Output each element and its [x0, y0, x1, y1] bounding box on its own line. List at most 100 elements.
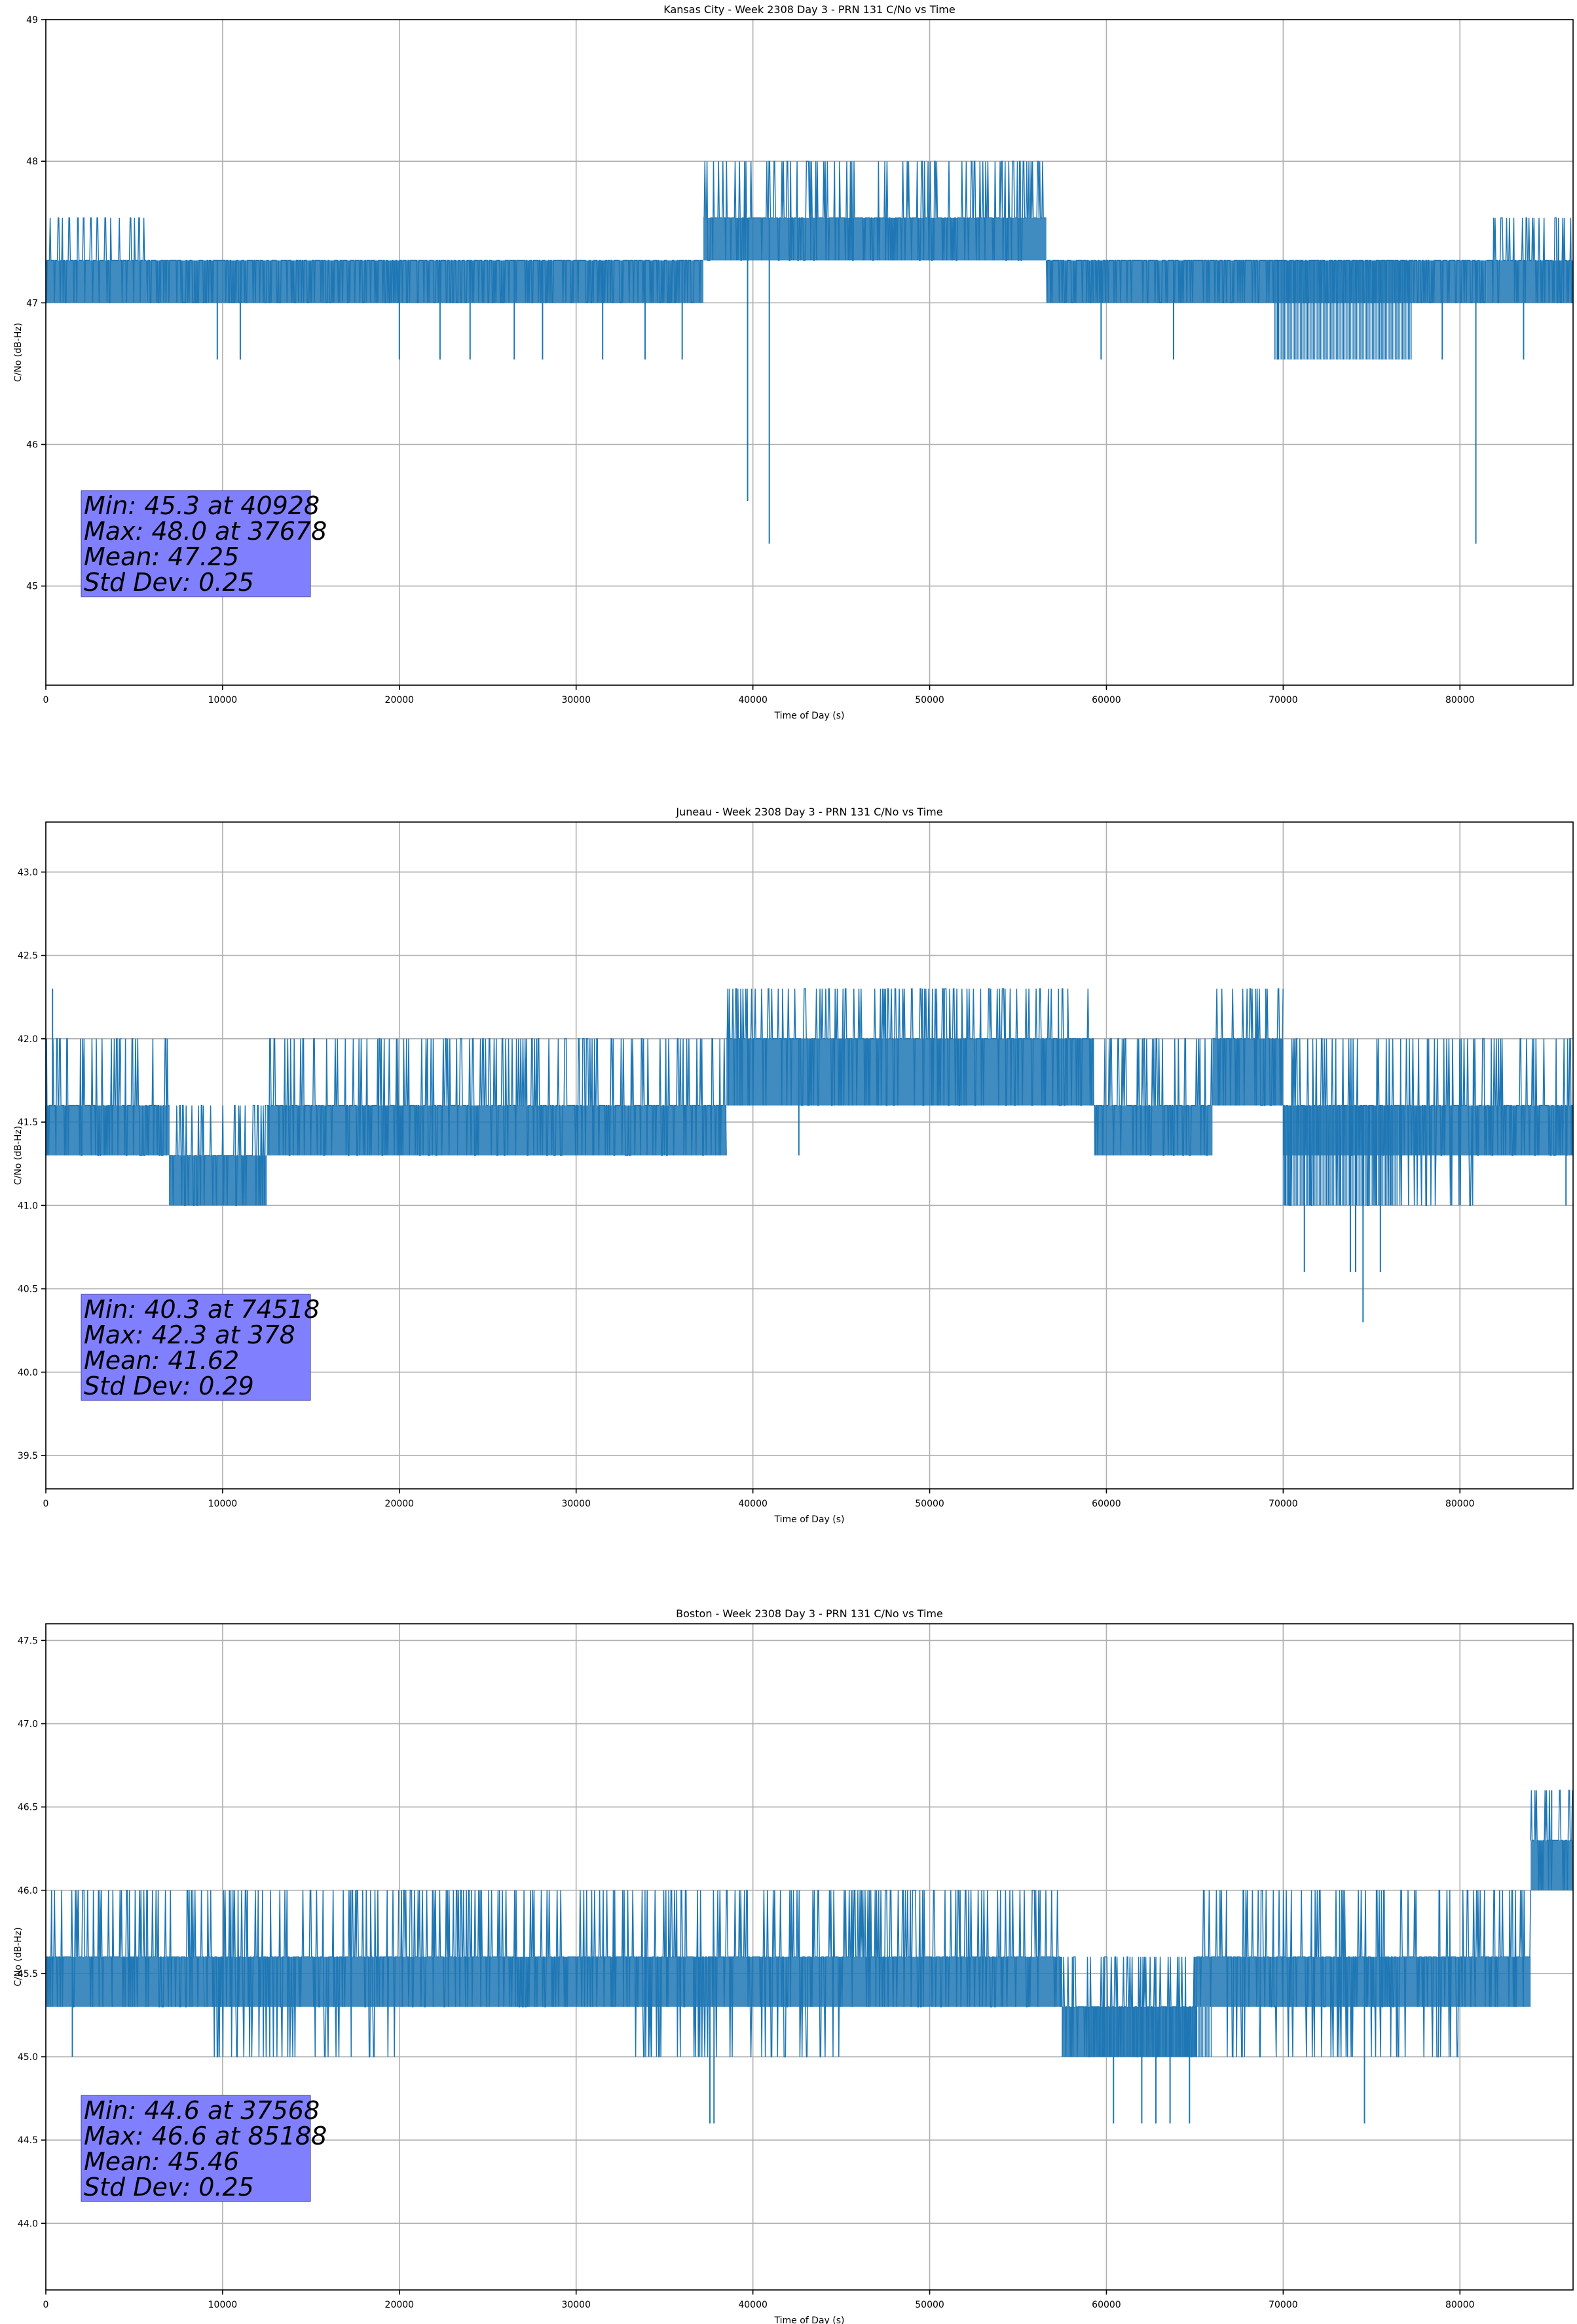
- cno-series-line: [45, 988, 1573, 1322]
- y-tick-label: 45: [26, 582, 38, 592]
- x-tick-label: 30000: [561, 2300, 591, 2310]
- y-tick-label: 41.0: [18, 1201, 38, 1211]
- y-tick-label: 47.0: [18, 1719, 38, 1730]
- cno-trace-segment: [881, 160, 1047, 261]
- cno-core-band: [267, 1105, 456, 1155]
- y-tick-label: 49: [26, 15, 38, 26]
- stats-std: Std Dev: 0.25: [84, 2173, 254, 2202]
- cno-core-band: [46, 1957, 205, 2007]
- x-tick-label: 20000: [385, 1499, 415, 1509]
- y-tick-label: 48: [26, 157, 38, 167]
- y-tick-label: 46: [26, 440, 38, 451]
- x-axis-label: Time of Day (s): [774, 2315, 845, 2324]
- cno-core-band: [1486, 260, 1573, 303]
- cno-core-band: [1460, 1957, 1531, 2007]
- cno-core-band: [169, 1155, 267, 1206]
- x-tick-label: 60000: [1092, 1499, 1121, 1509]
- cno-trace-segment: [1530, 1790, 1573, 1890]
- y-tick-label: 46.5: [18, 1803, 38, 1813]
- stats-box-background: [81, 1294, 311, 1401]
- x-tick-label: 10000: [208, 695, 238, 705]
- stats-box-background: [81, 490, 311, 597]
- cno-core-band: [1046, 260, 1487, 303]
- cno-core-band: [1094, 1105, 1213, 1155]
- x-tick-label: 0: [43, 695, 49, 705]
- cno-core-band: [456, 1105, 594, 1155]
- axes-frame: [45, 1623, 1574, 2291]
- chart-title: Boston - Week 2308 Day 3 - PRN 131 C/No …: [676, 1607, 943, 1620]
- cno-trace-segment: [703, 160, 881, 261]
- y-tick-label: 40.5: [18, 1284, 38, 1295]
- stats-mean: Mean: 45.46: [84, 2147, 239, 2176]
- y-tick-label: 40.0: [18, 1368, 38, 1378]
- x-tick-label: 40000: [738, 1499, 768, 1509]
- y-tick-label: 42.0: [18, 1034, 38, 1045]
- y-tick-label: 42.5: [18, 951, 38, 962]
- x-tick-label: 70000: [1269, 2300, 1298, 2310]
- x-tick-label: 60000: [1092, 2300, 1121, 2310]
- x-tick-label: 20000: [385, 695, 415, 705]
- cno-core-band: [1531, 1840, 1573, 1890]
- chart-panel-3: 0 10000 20000 30000 40000 50000 60000 70000 8000…: [13, 1607, 1574, 2324]
- x-tick-label: 40000: [738, 695, 768, 705]
- cno-core-band: [593, 1105, 727, 1155]
- cno-core-band: [703, 217, 882, 261]
- x-tick-label: 80000: [1445, 2300, 1475, 2310]
- cno-core-band: [46, 260, 147, 303]
- y-tick-label: 44.5: [18, 2135, 38, 2146]
- stats-box-background: [81, 2095, 311, 2202]
- y-axis-label: C/No (dB-Hz): [13, 1126, 24, 1185]
- cno-dense-low-region: [1274, 260, 1412, 360]
- cno-core-band: [122, 1105, 170, 1155]
- chart-title: Juneau - Week 2308 Day 3 - PRN 131 C/No …: [675, 806, 942, 818]
- x-axis-label: Time of Day (s): [774, 1514, 845, 1525]
- cno-core-band: [1477, 1105, 1573, 1155]
- cno-series-line: [46, 1790, 1573, 2124]
- chart-panel-2: 0 10000 20000 30000 40000 50000 60000 70000 8000…: [13, 806, 1574, 1525]
- y-tick-label: 41.5: [18, 1117, 38, 1128]
- chart-title: Kansas City - Week 2308 Day 3 - PRN 131 …: [663, 3, 955, 16]
- stats-std: Std Dev: 0.25: [84, 568, 254, 597]
- cno-series-line: [45, 160, 1574, 544]
- stats-mean: Mean: 41.62: [84, 1346, 239, 1375]
- cno-core-band: [146, 260, 704, 303]
- y-tick-label: 44.0: [18, 2219, 38, 2229]
- stats-min: Min: 44.6 at 37568: [84, 2096, 320, 2125]
- x-tick-label: 80000: [1445, 1499, 1475, 1509]
- x-tick-label: 30000: [561, 1499, 591, 1509]
- y-tick-label: 45.5: [18, 1969, 38, 1979]
- cno-core-band: [399, 1957, 629, 2007]
- cno-core-band: [1212, 1038, 1284, 1106]
- cno-core-band: [204, 1957, 399, 2007]
- x-tick-label: 80000: [1445, 695, 1475, 705]
- stats-std: Std Dev: 0.29: [84, 1372, 254, 1400]
- x-tick-label: 50000: [915, 2300, 944, 2310]
- x-tick-label: 40000: [738, 2300, 768, 2310]
- cno-core-band: [629, 1957, 842, 2007]
- stats-max: Max: 48.0 at 37678: [84, 517, 327, 546]
- x-tick-label: 30000: [561, 695, 591, 705]
- y-tick-label: 47: [26, 298, 38, 309]
- axes-frame: [45, 821, 1574, 1490]
- stats-mean: Mean: 47.25: [84, 542, 239, 571]
- cno-dense-low-region: [1282, 1105, 1398, 1206]
- x-tick-label: 70000: [1269, 695, 1298, 705]
- x-tick-label: 10000: [208, 1499, 238, 1509]
- cno-core-band: [881, 217, 1047, 261]
- x-tick-label: 50000: [915, 1499, 944, 1509]
- stats-max: Max: 46.6 at 85188: [84, 2122, 327, 2150]
- x-tick-label: 70000: [1269, 1499, 1298, 1509]
- x-tick-label: 10000: [208, 2300, 238, 2310]
- x-tick-label: 0: [43, 2300, 49, 2310]
- x-tick-label: 20000: [385, 2300, 415, 2310]
- cno-core-band: [46, 1105, 122, 1155]
- y-axis-label: C/No (dB-Hz): [13, 1927, 24, 1986]
- chart-panel-1: 0 10000 20000 30000 40000 50000 60000 70000 8000…: [13, 3, 1574, 721]
- stats-min: Min: 40.3 at 74518: [84, 1295, 320, 1324]
- stats-max: Max: 42.3 at 378: [84, 1321, 295, 1349]
- axes-frame: [45, 19, 1574, 686]
- x-axis-label: Time of Day (s): [774, 711, 845, 721]
